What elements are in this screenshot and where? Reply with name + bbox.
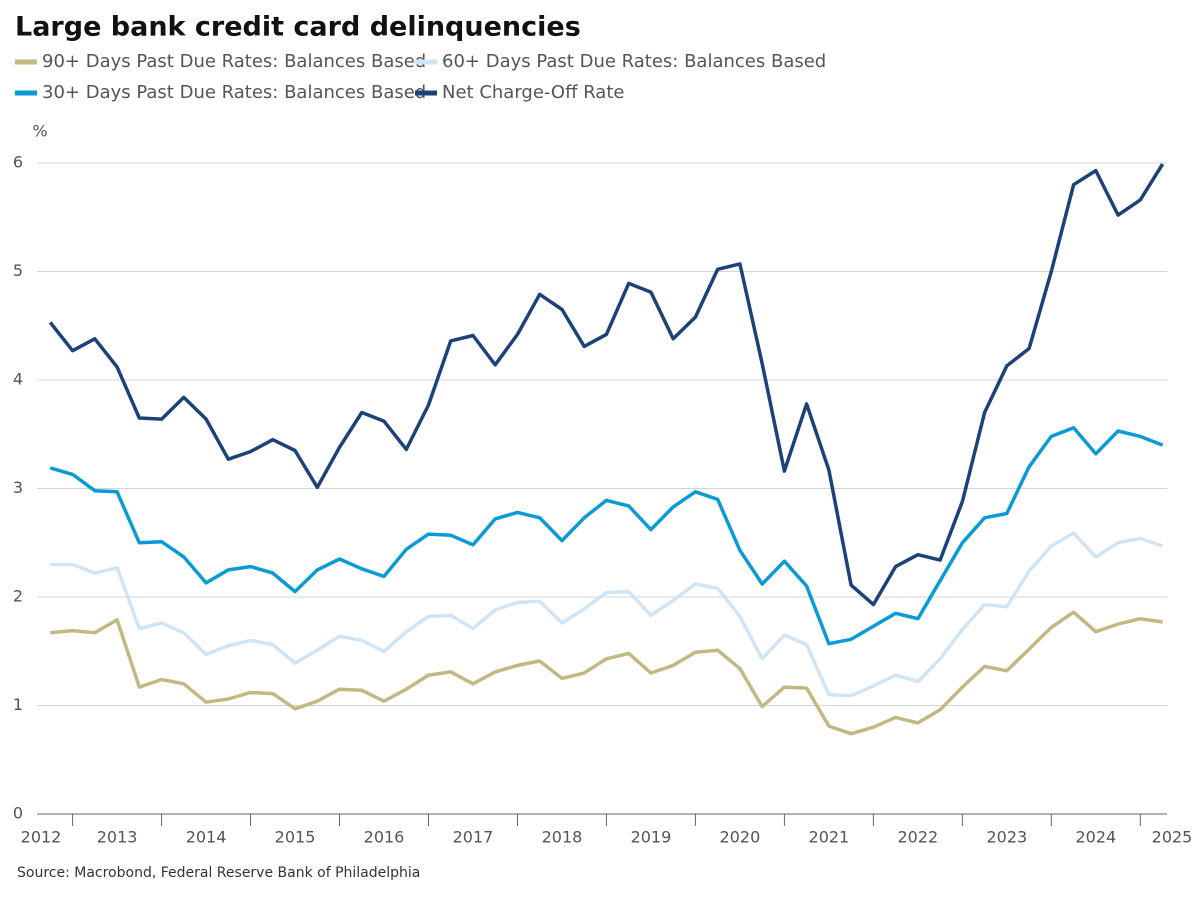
x-tick-label: 2016 [364, 828, 405, 847]
x-tick-label: 2019 [631, 828, 672, 847]
y-tick-label: 1 [13, 695, 23, 714]
legend-label: 90+ Days Past Due Rates: Balances Based [42, 51, 426, 72]
x-tick-label: 2017 [453, 828, 494, 847]
series-line [50, 531, 1164, 698]
series-line [48, 163, 1165, 607]
y-tick-label: 3 [13, 478, 23, 497]
legend-label: 30+ Days Past Due Rates: Balances Based [42, 82, 426, 103]
y-tick-label: 6 [13, 153, 23, 172]
x-tick-label: 2020 [720, 828, 761, 847]
legend-label: Net Charge-Off Rate [442, 82, 624, 103]
x-tick-label: 2021 [809, 828, 850, 847]
x-tick-label: 2012 [21, 828, 62, 847]
x-tick-label: 2013 [97, 828, 138, 847]
y-tick-label: 4 [13, 370, 23, 389]
x-tick-label: 2023 [986, 828, 1027, 847]
series-line [50, 610, 1163, 736]
series-line [49, 425, 1164, 646]
x-tick-label: 2018 [542, 828, 583, 847]
y-tick-label: 0 [13, 804, 23, 823]
y-tick-label: 2 [13, 587, 23, 606]
x-tick-label: 2025 [1152, 828, 1193, 847]
source-note: Source: Macrobond, Federal Reserve Bank … [17, 865, 420, 881]
x-tick-label: 2014 [186, 828, 227, 847]
y-axis-label: % [32, 122, 47, 141]
chart-title: Large bank credit card delinquencies [15, 12, 581, 43]
legend-label: 60+ Days Past Due Rates: Balances Based [442, 51, 826, 72]
x-tick-label: 2022 [898, 828, 939, 847]
x-tick-label: 2024 [1075, 828, 1116, 847]
y-tick-label: 5 [13, 261, 23, 280]
x-tick-label: 2015 [275, 828, 316, 847]
